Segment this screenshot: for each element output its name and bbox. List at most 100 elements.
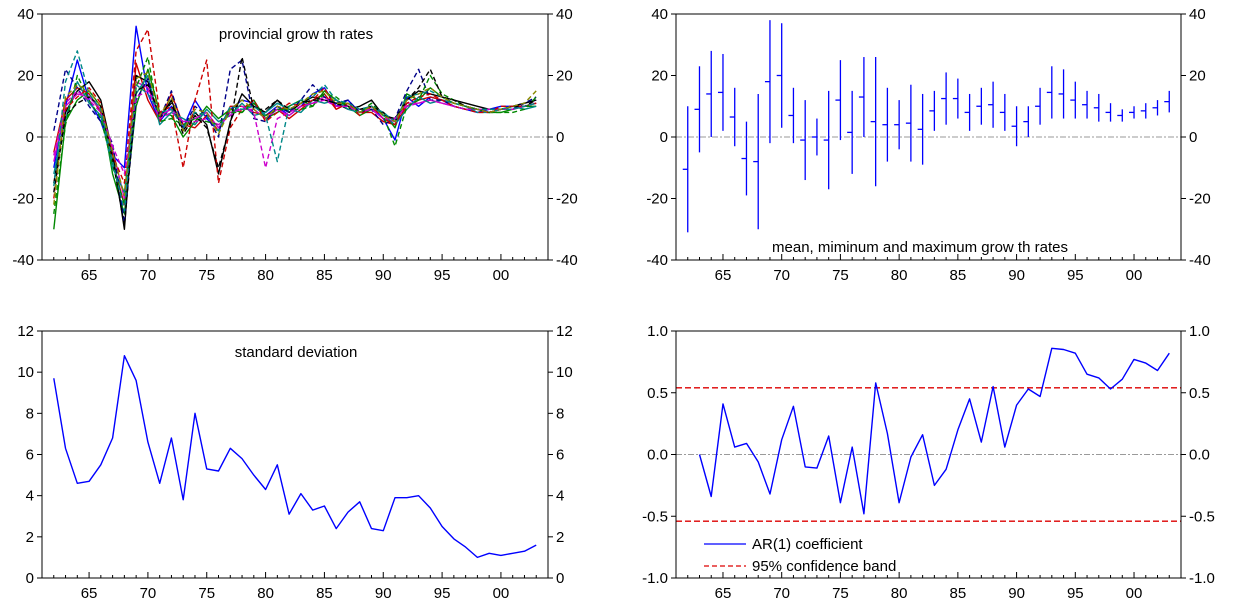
y-tick-label-right: 40 [556,6,573,23]
plot-marks [676,347,1181,522]
y-tick-label-right: -1.0 [1189,570,1215,587]
series-line [53,71,537,205]
y-tick-label-left: -40 [12,252,34,269]
axes-layer: -1.0 -1.0 -0.5 -0.5 0.0 0.0 0.5 0.5 1.0 1.0 65 70 75… [642,323,1215,602]
x-tick-label: 95 [434,267,451,284]
y-tick-label-left: 0 [660,129,668,146]
y-tick-label-left: 6 [26,447,34,464]
x-tick-label: 75 [198,585,215,602]
y-tick-label-right: 12 [556,323,573,340]
y-tick-label-left: -20 [12,191,34,208]
x-tick-label: 75 [198,267,215,284]
x-tick-label: 65 [81,585,98,602]
y-tick-label-right: 2 [556,529,564,546]
y-tick-label-right: 10 [556,364,573,381]
y-tick-label-left: 2 [26,529,34,546]
x-tick-label: 80 [891,585,908,602]
y-tick-label-left: 0.5 [647,385,668,402]
x-tick-label: 00 [1126,267,1143,284]
series-line [53,355,537,559]
x-tick-label: 00 [493,267,510,284]
y-tick-label-right: 0 [556,129,564,146]
x-tick-label: 70 [140,585,157,602]
x-tick-label: 00 [493,585,510,602]
y-tick-label-left: 12 [17,323,34,340]
plot-frame [41,330,549,579]
y-tick-label-left: 20 [651,68,668,85]
y-tick-label-right: 20 [1189,68,1206,85]
y-tick-label-right: 0 [1189,129,1197,146]
growth-chart-title: provincial grow th rates [219,26,373,43]
y-tick-label-right: 8 [556,405,564,422]
y-tick-label-left: 0 [26,129,34,146]
x-tick-label: 75 [832,585,849,602]
series-line [53,25,537,169]
series-line [698,347,1170,515]
y-tick-label-right: -40 [556,252,578,269]
x-tick-label: 00 [1126,585,1143,602]
plot-frame [41,13,549,261]
plot-frame [675,13,1182,261]
legend-label-ar1: AR(1) coefficient [752,536,863,553]
x-tick-label: 80 [891,267,908,284]
y-tick-label-right: 0 [556,570,564,587]
minmax-chart-title: mean, miminum and maximum grow th rates [772,239,1068,256]
plot-marks [53,25,537,231]
plot-marks [53,355,537,559]
plot-frame [675,330,1182,579]
x-tick-label: 90 [375,585,392,602]
y-tick-label-left: 20 [17,68,34,85]
series-line [53,90,537,175]
y-tick-label-left: 1.0 [647,323,668,340]
x-tick-label: 70 [140,267,157,284]
x-tick-label: 65 [81,267,98,284]
x-tick-label: 85 [950,267,967,284]
series-line [53,50,537,212]
x-tick-label: 75 [832,267,849,284]
y-tick-label-left: -20 [646,191,668,208]
y-tick-label-left: 0 [26,570,34,587]
series-line [53,28,537,199]
legend-label-confidence: 95% confidence band [752,558,896,575]
y-tick-label-right: -40 [1189,252,1211,269]
y-tick-label-left: 40 [651,6,668,23]
x-tick-label: 80 [257,585,274,602]
y-tick-label-left: 4 [26,488,34,505]
y-tick-label-right: -0.5 [1189,508,1215,525]
y-tick-label-left: -1.0 [642,570,668,587]
x-tick-label: 65 [715,585,732,602]
x-tick-label: 85 [950,585,967,602]
x-tick-label: 95 [1067,267,1084,284]
x-tick-label: 65 [715,267,732,284]
plot-marks [682,20,1170,233]
x-tick-label: 95 [434,585,451,602]
x-tick-label: 90 [1008,267,1025,284]
ar1-panel: -1.0 -1.0 -0.5 -0.5 0.0 0.0 0.5 0.5 1.0 1.0 65 70 75… [642,323,1215,602]
y-tick-label-right: -20 [556,191,578,208]
y-tick-label-right: 0.0 [1189,447,1210,464]
x-tick-label: 90 [375,267,392,284]
x-tick-label: 90 [1008,585,1025,602]
x-tick-label: 85 [316,585,333,602]
y-tick-label-left: -0.5 [642,508,668,525]
y-tick-label-right: 1.0 [1189,323,1210,340]
y-tick-label-right: -20 [1189,191,1211,208]
y-tick-label-left: -40 [646,252,668,269]
y-tick-label-right: 4 [556,488,564,505]
chart-legend: AR(1) coefficient 95% confidence band [704,536,896,575]
y-tick-label-left: 0.0 [647,447,668,464]
y-tick-label-right: 20 [556,68,573,85]
y-tick-label-right: 0.5 [1189,385,1210,402]
std-chart-title: standard deviation [235,344,358,361]
x-tick-label: 95 [1067,585,1084,602]
x-tick-label: 85 [316,267,333,284]
y-tick-label-right: 40 [1189,6,1206,23]
y-tick-label-left: 40 [17,6,34,23]
